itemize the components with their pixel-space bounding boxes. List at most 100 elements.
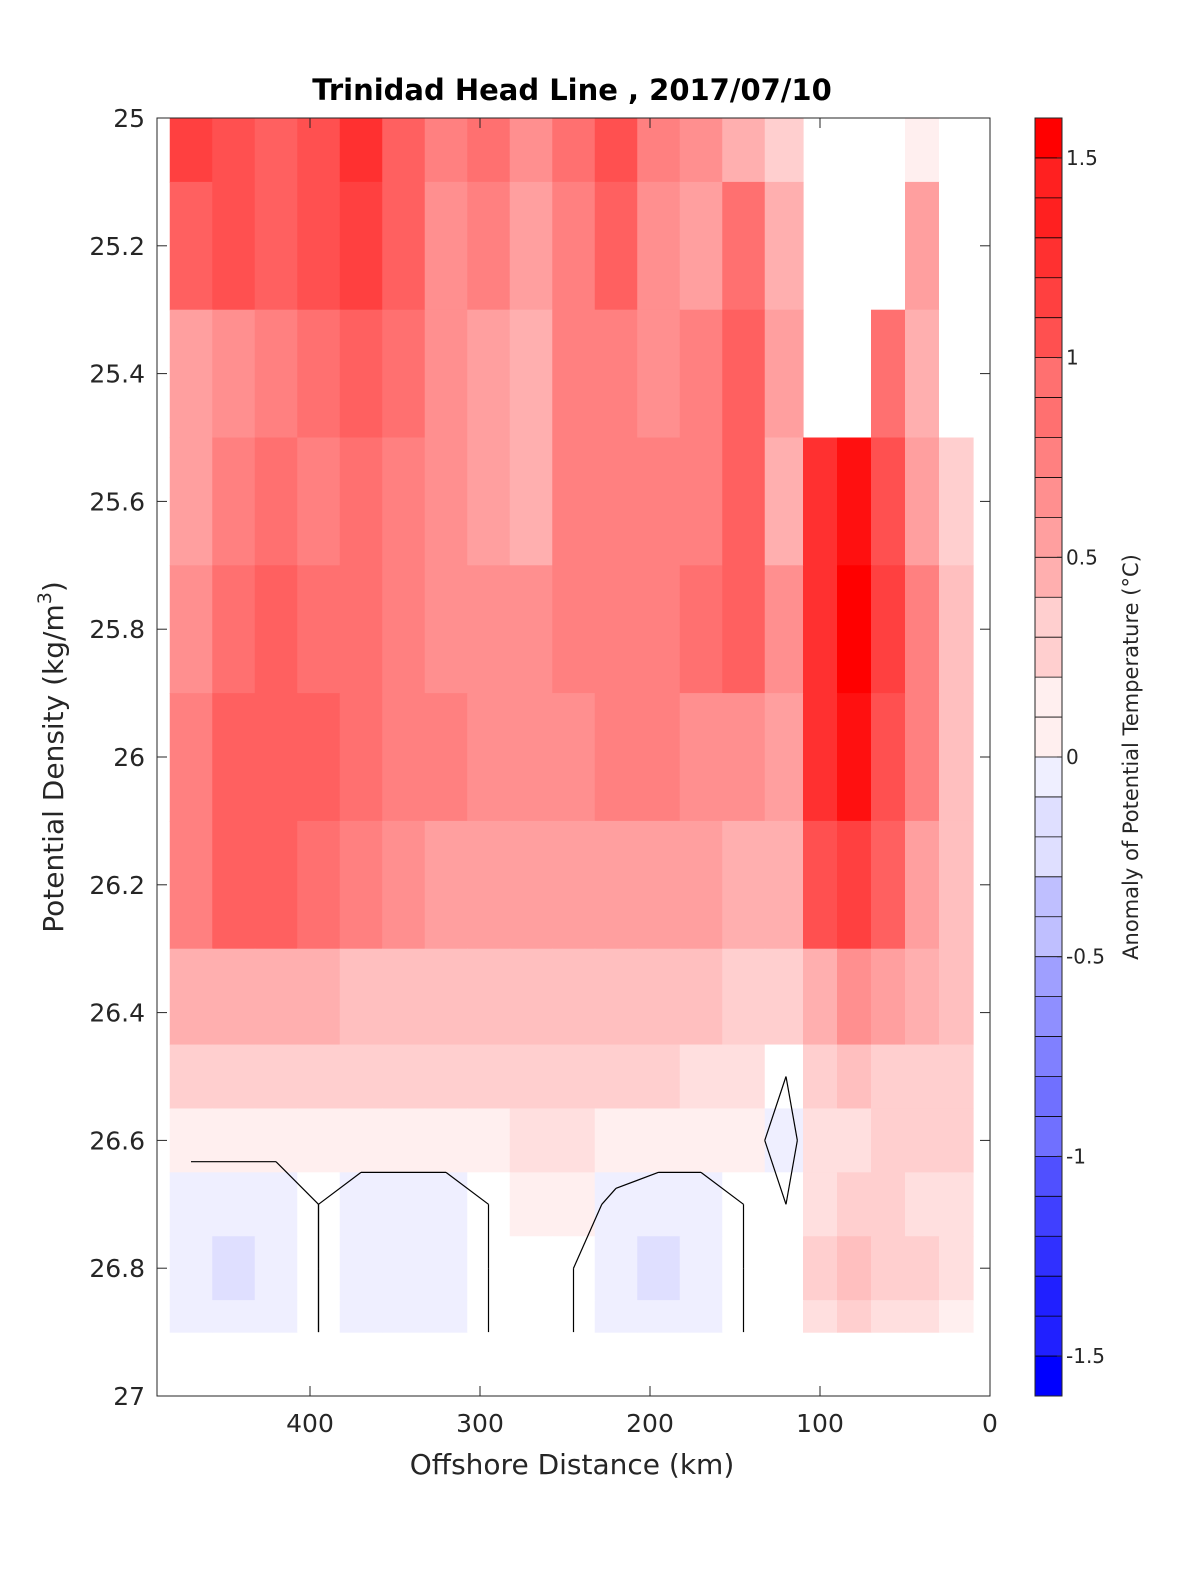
anomaly-cell (939, 1236, 974, 1301)
anomaly-cell (837, 820, 872, 950)
anomaly-cell (382, 1300, 426, 1333)
anomaly-cell (254, 437, 298, 566)
anomaly-cell (254, 1108, 298, 1173)
colorbar-swatch (1035, 118, 1062, 159)
anomaly-cell (552, 437, 596, 566)
chart-title: Trinidad Head Line , 2017/07/10 (312, 73, 832, 107)
anomaly-cell (905, 437, 940, 566)
anomaly-cell (297, 118, 341, 183)
anomaly-cell (467, 820, 511, 950)
anomaly-cell (339, 1108, 383, 1173)
y-tick-label: 26.4 (89, 999, 145, 1028)
anomaly-cell (339, 309, 383, 439)
anomaly-cell (509, 1172, 553, 1237)
anomaly-cell (509, 309, 553, 439)
anomaly-cell (679, 1108, 723, 1173)
anomaly-cell (679, 118, 723, 183)
colorbar-swatch (1035, 597, 1062, 638)
anomaly-cell (212, 1172, 256, 1237)
zero-contour-segment (764, 1076, 787, 1141)
zero-contour (191, 1076, 798, 1333)
colorbar-swatch (1035, 876, 1062, 918)
anomaly-cell (905, 1172, 940, 1237)
anomaly-cell (939, 118, 974, 183)
anomaly-cell (837, 565, 872, 694)
colorbar-swatch (1035, 757, 1062, 798)
anomaly-cell (339, 437, 383, 566)
anomaly-cell (722, 118, 766, 183)
anomaly-cell (764, 1236, 804, 1301)
anomaly-cell (169, 1300, 213, 1333)
anomaly-cell (212, 1044, 256, 1110)
anomaly-cell (871, 948, 906, 1046)
anomaly-cell (212, 181, 256, 311)
anomaly-cell (169, 1108, 213, 1173)
anomaly-cell (594, 1044, 638, 1110)
anomaly-cell (467, 1044, 511, 1110)
anomaly-cell (424, 118, 468, 183)
anomaly-cell (837, 1044, 872, 1110)
colorbar-swatch (1035, 277, 1062, 319)
colorbar-swatch (1035, 1316, 1062, 1357)
zero-contour-segment (572, 1204, 603, 1269)
anomaly-cell (424, 693, 468, 822)
anomaly-cell (212, 820, 256, 950)
anomaly-cell (424, 948, 468, 1046)
anomaly-cell (509, 1300, 553, 1333)
anomaly-cell (169, 565, 213, 694)
x-axis-label: Offshore Distance (km) (410, 1448, 735, 1481)
anomaly-cell (722, 820, 766, 950)
colorbar-swatch (1035, 517, 1062, 558)
anomaly-cell (467, 1108, 511, 1173)
colorbar-tick-label: -1 (1066, 1144, 1086, 1168)
anomaly-cell (552, 309, 596, 439)
anomaly-cell (382, 1108, 426, 1173)
anomaly-cell (339, 948, 383, 1046)
anomaly-cell (382, 181, 426, 311)
anomaly-cell (467, 693, 511, 822)
anomaly-cell (764, 820, 804, 950)
anomaly-cell (382, 1172, 426, 1237)
anomaly-cell (837, 948, 872, 1046)
anomaly-cell (297, 948, 341, 1046)
anomaly-cell (764, 181, 804, 311)
anomaly-cell (939, 1044, 974, 1110)
anomaly-cell (212, 948, 256, 1046)
anomaly-cell (637, 565, 681, 694)
anomaly-cell (339, 1044, 383, 1110)
anomaly-cell (509, 1108, 553, 1173)
anomaly-cell (871, 1044, 906, 1110)
y-tick-label: 26.6 (89, 1126, 145, 1155)
anomaly-cell (169, 181, 213, 311)
anomaly-cell (297, 1108, 341, 1173)
anomaly-cell (939, 437, 974, 566)
anomaly-cell (637, 1236, 681, 1301)
anomaly-cell (764, 118, 804, 183)
anomaly-cell (297, 820, 341, 950)
anomaly-cell (509, 1236, 553, 1301)
anomaly-cell (764, 1300, 804, 1333)
anomaly-cell (764, 437, 804, 566)
anomaly-cell (679, 309, 723, 439)
anomaly-cell (254, 118, 298, 183)
colorbar-swatch (1035, 1236, 1062, 1277)
colorbar-swatch (1035, 1076, 1062, 1117)
anomaly-cell (722, 309, 766, 439)
colorbar-swatch (1035, 956, 1062, 998)
anomaly-cell (552, 118, 596, 183)
anomaly-cell (339, 118, 383, 183)
anomaly-cell (552, 693, 596, 822)
y-axis-label-superscript: 3 (34, 592, 56, 604)
anomaly-cell (905, 948, 940, 1046)
anomaly-cell (212, 118, 256, 183)
x-tick-label: 100 (796, 1409, 844, 1438)
anomaly-cell (254, 948, 298, 1046)
anomaly-cell (871, 820, 906, 950)
anomaly-cell (169, 118, 213, 183)
anomaly-cell (837, 1300, 872, 1333)
anomaly-cell (905, 309, 940, 439)
anomaly-cell (871, 309, 906, 439)
anomaly-cell (722, 565, 766, 694)
anomaly-cell (679, 1172, 723, 1237)
zero-contour-segment (601, 1187, 617, 1205)
